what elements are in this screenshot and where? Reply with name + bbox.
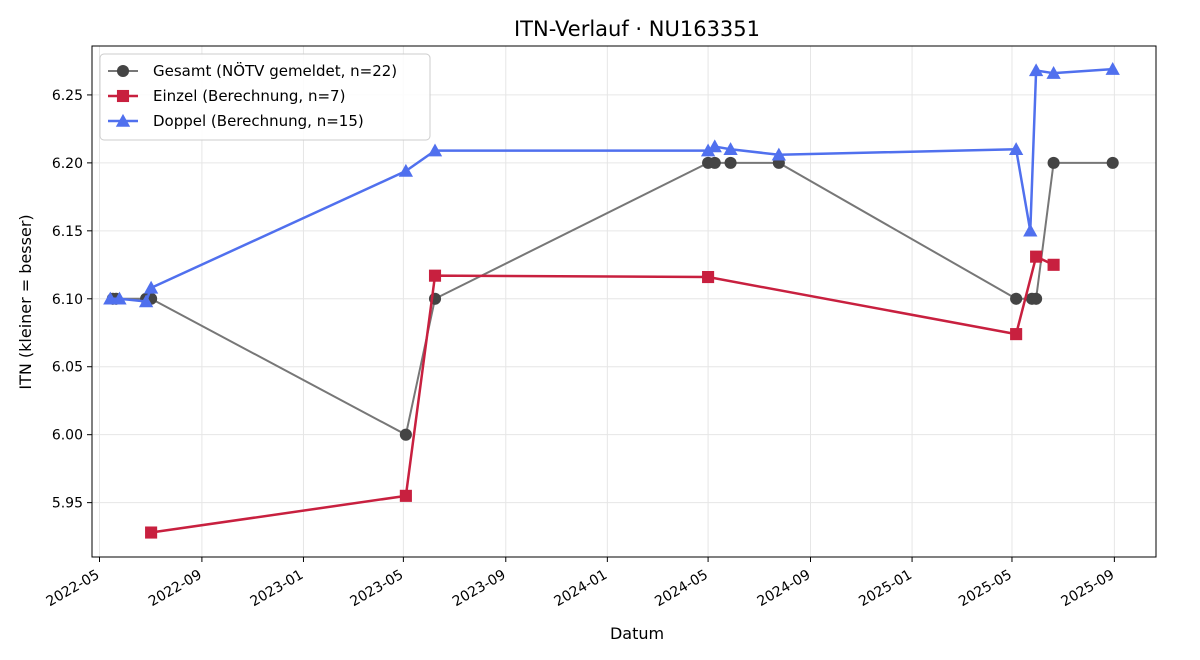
x-tick-label: 2025-09 — [1059, 567, 1118, 610]
grid-lines — [92, 46, 1156, 557]
x-tick-label: 2024-01 — [551, 567, 610, 610]
doppel-point — [143, 280, 159, 294]
plot-area-frame — [91, 45, 1157, 558]
einzel-point — [1030, 250, 1043, 263]
doppel-point — [112, 291, 127, 305]
chart-title: ITN-Verlauf · NU163351 — [514, 17, 760, 41]
gesamt-point — [1106, 156, 1119, 169]
y-tick-label: 6.15 — [52, 224, 83, 240]
y-tick-label: 6.25 — [52, 88, 83, 104]
doppel-point — [1008, 142, 1024, 156]
x-tick-label: 2023-05 — [348, 567, 407, 610]
legend-label-doppel: Doppel (Berechnung, n=15) — [153, 112, 364, 130]
doppel-point — [138, 294, 154, 308]
einzel-point — [399, 489, 412, 502]
x-tick-label: 2024-09 — [755, 567, 814, 610]
doppel-point — [707, 139, 722, 153]
x-tick-label: 2023-01 — [248, 567, 307, 610]
axis-ticks: 2022-05 2022-09 2023-01 2023-05 2023-09 2024-… — [44, 88, 1118, 610]
doppel-point — [1046, 66, 1061, 79]
y-tick-label: 6.10 — [52, 292, 83, 308]
doppel-point — [771, 147, 787, 161]
legend: Gesamt (NÖTV gemeldet, n=22) Einzel (Bere… — [99, 53, 431, 141]
gesamt-point — [399, 428, 412, 441]
x-tick-label: 2025-01 — [856, 567, 915, 610]
gesamt-point — [1010, 292, 1023, 305]
series-layer — [103, 61, 1120, 539]
einzel-point — [428, 269, 442, 282]
doppel-point — [398, 163, 414, 177]
legend-marker-gesamt — [116, 64, 130, 78]
doppel-point — [1105, 61, 1120, 75]
doppel-series — [103, 61, 1120, 308]
einzel-line — [150, 255, 1055, 534]
x-tick-label: 2025-05 — [956, 567, 1015, 610]
x-tick-label: 2022-09 — [146, 567, 205, 610]
legend-label-einzel: Einzel (Berechnung, n=7) — [153, 87, 345, 105]
doppel-point — [1028, 63, 1044, 77]
legend-item-gesamt: Gesamt (NÖTV gemeldet, n=22) — [108, 61, 397, 80]
x-axis-label: Datum — [610, 624, 664, 643]
doppel-point — [723, 142, 738, 156]
einzel-point — [1010, 328, 1023, 341]
legend-item-einzel: Einzel (Berechnung, n=7) — [108, 87, 345, 105]
legend-marker-einzel — [116, 89, 130, 103]
x-tick-label: 2023-09 — [450, 567, 509, 610]
gesamt-point — [708, 156, 721, 169]
legend-item-doppel: Doppel (Berechnung, n=15) — [108, 112, 364, 130]
gesamt-point — [1030, 292, 1043, 305]
y-tick-label: 5.95 — [52, 496, 83, 512]
einzel-point — [145, 526, 158, 539]
gesamt-point — [724, 156, 737, 169]
gesamt-point — [1047, 156, 1060, 169]
y-tick-label: 6.20 — [52, 156, 83, 172]
doppel-point — [103, 291, 118, 305]
x-tick-label: 2024-05 — [652, 567, 711, 610]
einzel-series — [145, 250, 1060, 539]
y-tick-label: 6.05 — [52, 360, 83, 376]
legend-marker-doppel — [115, 113, 131, 127]
doppel-point — [1023, 223, 1038, 237]
x-tick-label: 2022-05 — [44, 567, 103, 610]
legend-box — [99, 53, 431, 141]
doppel-point — [700, 143, 716, 157]
legend-label-gesamt: Gesamt (NÖTV gemeldet, n=22) — [153, 61, 397, 80]
y-tick-label: 6.00 — [52, 428, 83, 444]
doppel-point — [427, 143, 443, 157]
einzel-point — [702, 270, 715, 284]
y-axis-label: ITN (kleiner = besser) — [16, 214, 35, 389]
einzel-point — [1047, 258, 1060, 271]
